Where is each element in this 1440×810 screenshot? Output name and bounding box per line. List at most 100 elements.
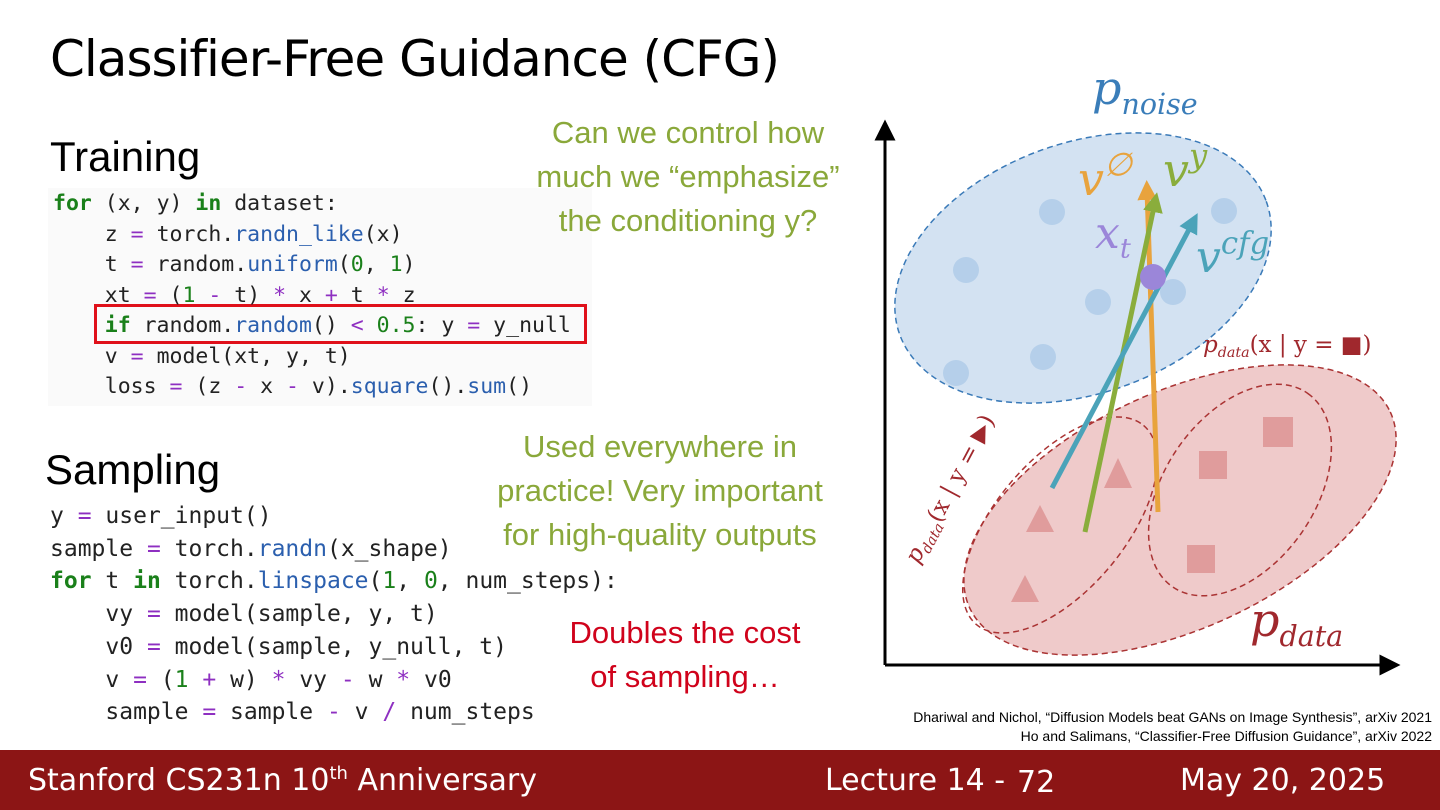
code-line: for t in torch.linspace(1, 0, num_steps)… [50,565,618,598]
code-token: = [130,252,144,277]
arrow [1049,213,1198,490]
footer: Stanford CS231n 10th Anniversary Lecture… [0,750,1440,810]
section-heading: Training [50,133,201,180]
code-token: v [53,343,131,369]
code-token: (x, y) [91,191,196,216]
code-token: 0 [423,568,438,595]
code-token: user_input() [91,503,272,529]
code-token: sample [216,699,327,726]
footer-lecture: Lecture 14 - [825,763,1006,798]
label-sup: y [1187,137,1208,175]
code-token: z [53,221,131,247]
note: Can we control how much we “emphasize” the… [488,111,888,243]
code-token: * [273,282,287,308]
code-token: torch. [143,221,235,247]
code-token: w [354,666,397,693]
citations: Dhariwal and Nichol, “Diffusion Models b… [913,708,1432,746]
code-token: random. [130,313,235,338]
code-token: uniform [247,252,338,277]
code-token: v). [298,374,351,399]
note-line: Can we control how [551,115,825,150]
code-token: = [130,343,144,369]
code-line: xt = (1 - t) * x + t * z [53,281,571,312]
code-token: y_null [480,313,571,338]
code-token: (x) [363,221,403,247]
code-token: model(sample, y_null, t) [160,633,507,660]
code-token: loss [53,374,170,399]
label-base: p [1092,61,1121,115]
code-token: v [50,666,134,693]
code-line: loss = (z - x - v).square().sum() [53,372,571,403]
label-sup: ∅ [1104,146,1134,184]
code-token: , num_steps): [437,568,618,595]
code-token: t [337,282,377,308]
citation: Dhariwal and Nichol, “Diffusion Models b… [913,709,1432,725]
code-line: for (x, y) in dataset: [53,189,571,220]
math-label: vcfg [1196,226,1269,283]
code-token: ) [402,252,416,277]
code-block: for (x, y) in dataset: z = torch.randn_l… [53,189,571,403]
code-token: = [133,666,147,693]
footer-date: May 20, 2025 [1180,763,1386,798]
class-region [961,416,1159,634]
note-line: much we “emphasize” [536,159,840,194]
note-line: for high-quality outputs [503,517,817,552]
code-token: y [50,503,78,529]
code-token: t) [221,282,274,308]
note-line: practice! Very important [497,473,823,508]
label-sub: data [1279,620,1343,653]
code-line: t = random.uniform(0, 1) [53,250,571,281]
arrow [1082,192,1163,533]
code-token: x [247,374,287,399]
code-token: , [363,252,390,277]
math-label: v∅ [1078,146,1134,206]
code-token: * [396,666,411,693]
slide-title: Classifier-Free Guidance (CFG) [50,30,780,88]
code-token: sum [467,374,507,399]
label-base: v [1163,143,1189,197]
code-line: v0 = model(sample, y_null, t) [50,631,618,664]
code-token: ( [156,282,183,308]
code-token: (z [182,374,235,399]
code-token: = [169,374,183,399]
code-token: random. [143,252,248,277]
citation: Ho and Salimans, “Classifier-Free Diffus… [1020,728,1432,744]
code-line: if random.random() < 0.5: y = y_null [53,311,571,342]
current-point [1140,264,1166,290]
note-line: Doubles the cost [569,615,801,650]
code-token: 0.5 [376,313,416,338]
code-token: = [146,633,161,660]
code-token: 1 [382,568,397,595]
code-token: t [91,568,134,595]
label-rest: (x | y = ▶) [922,410,1000,526]
code-token: = [143,282,157,308]
code-token: v [340,699,383,726]
code-token: xt [53,282,144,308]
code-token: = [146,601,161,628]
code-token: - [208,282,222,308]
footer-page: 72 [1017,765,1056,800]
code-block: y = user_input()sample = torch.randn(x_s… [50,500,618,729]
code-line: v = (1 + w) * vy - w * v0 [50,664,618,697]
code-token: for [50,568,92,595]
note-line: of sampling… [590,659,780,694]
math-label: pdata [1250,593,1343,653]
label-sup: cfg [1221,226,1269,262]
code-token: torch. [160,568,258,595]
class-region [1147,383,1333,597]
code-token: / [382,699,397,726]
code-token: torch. [160,535,258,562]
code-token: x [286,282,325,308]
highlight-box [94,304,587,344]
code-token: 1 [182,282,196,308]
code-token: = [77,503,92,529]
note-line: Used everywhere in [523,429,797,464]
math-label: pdata(x | y = ■) [1203,332,1372,361]
code-line: sample = torch.randn(x_shape) [50,533,618,566]
math-label: pnoise [1092,61,1198,121]
code-token: = [202,699,217,726]
code-token: 1 [174,666,189,693]
section-heading: Sampling [45,446,221,493]
